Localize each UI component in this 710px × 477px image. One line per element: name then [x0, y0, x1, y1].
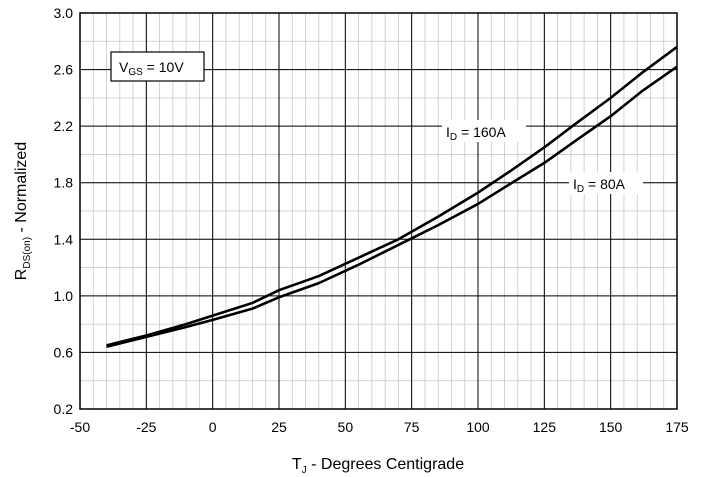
id160-annotation-bg: [442, 120, 526, 142]
x-tick-label: 25: [271, 419, 287, 435]
vgs-annotation-text: VGS = 10V: [119, 59, 184, 78]
x-tick-label: 125: [533, 419, 557, 435]
x-tick-label: 100: [466, 419, 490, 435]
x-tick-label: -25: [136, 419, 156, 435]
y-tick-label: 2.2: [54, 118, 74, 134]
y-tick-label: 1.0: [54, 288, 74, 304]
series-line-id80: [106, 65, 678, 349]
x-tick-label: 50: [338, 419, 354, 435]
series-layer: [106, 45, 678, 349]
x-tick-label: 0: [209, 419, 217, 435]
x-tick-label: 150: [599, 419, 623, 435]
series-line-id160: [106, 45, 678, 347]
y-tick-label: 1.8: [54, 175, 74, 191]
y-axis-title: RDS(on) - Normalized: [13, 142, 33, 280]
x-tick-label: 75: [404, 419, 420, 435]
y-tick-label: 3.0: [54, 5, 74, 21]
x-tick-label: -50: [70, 419, 90, 435]
id80-annotation-bg: [569, 172, 643, 194]
y-tick-labels: 0.2 0.6 1.0 1.4 1.8 2.2 2.6 3.0: [54, 5, 74, 417]
y-tick-label: 0.6: [54, 344, 74, 360]
vgs-annotation-box: [110, 51, 205, 82]
y-tick-label: 1.4: [54, 231, 74, 247]
x-tick-label: 175: [665, 419, 689, 435]
vgs-annotation: VGS = 10V: [110, 51, 205, 82]
id160-annotation: ID = 160A: [442, 120, 526, 143]
id80-annotation: ID = 80A: [569, 172, 643, 195]
x-axis-title: TJ - Degrees Centigrade: [292, 456, 464, 476]
y-tick-label: 0.2: [54, 401, 74, 417]
id160-annotation-text: ID = 160A: [446, 124, 506, 143]
plot-frame: [79, 12, 678, 410]
id80-annotation-text: ID = 80A: [573, 176, 626, 195]
y-tick-label: 2.6: [54, 62, 74, 78]
x-tick-labels: -50 -25 0 25 50 75 100 125 150 175: [70, 419, 689, 435]
